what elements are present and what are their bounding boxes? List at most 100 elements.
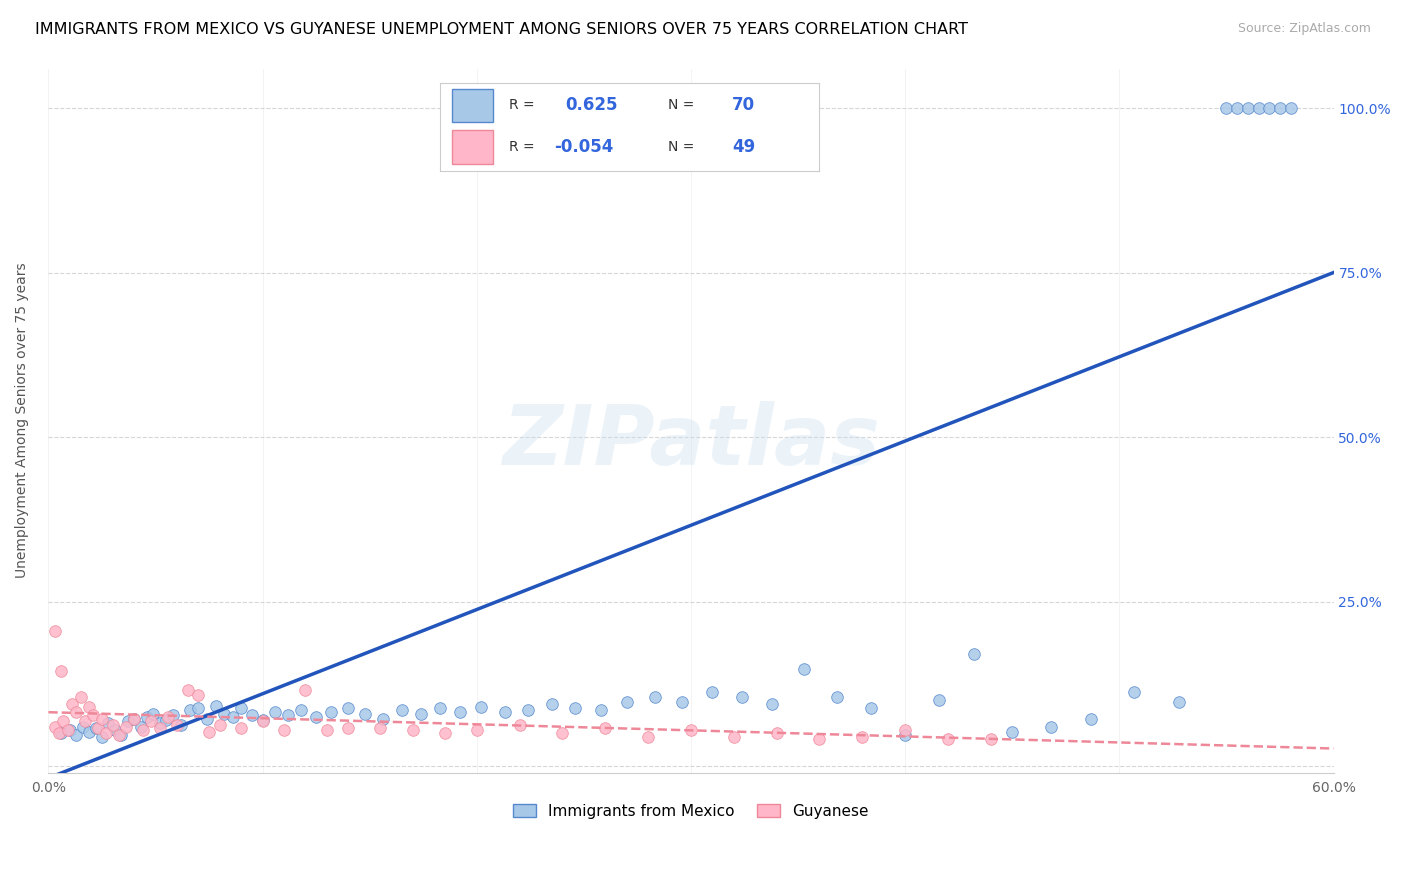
Point	[56, 723, 79, 737]
Y-axis label: Unemployment Among Seniors over 75 years: Unemployment Among Seniors over 75 years	[15, 263, 30, 578]
Point	[702, 685, 724, 699]
Point	[509, 718, 531, 732]
Point	[198, 725, 221, 739]
Point	[540, 697, 562, 711]
Point	[231, 701, 253, 715]
Point	[48, 726, 70, 740]
Point	[252, 713, 274, 727]
Point	[72, 720, 94, 734]
Point	[131, 723, 153, 737]
Point	[60, 697, 83, 711]
Point	[290, 703, 312, 717]
Point	[1226, 101, 1249, 115]
Point	[59, 723, 82, 737]
Point	[101, 718, 124, 732]
Point	[44, 624, 66, 639]
Point	[679, 723, 702, 737]
Point	[84, 721, 107, 735]
Point	[142, 706, 165, 721]
Point	[96, 726, 118, 740]
Point	[110, 728, 132, 742]
Point	[136, 710, 159, 724]
Point	[86, 721, 108, 735]
Point	[208, 718, 231, 732]
Point	[671, 695, 693, 709]
Point	[277, 707, 299, 722]
Point	[1001, 725, 1024, 739]
Point	[894, 728, 917, 742]
Point	[411, 706, 433, 721]
Point	[465, 723, 488, 737]
Point	[564, 701, 586, 715]
Point	[141, 714, 163, 729]
Point	[337, 701, 360, 715]
Point	[264, 705, 287, 719]
Point	[221, 710, 243, 724]
Point	[433, 726, 456, 740]
Legend: Immigrants from Mexico, Guyanese: Immigrants from Mexico, Guyanese	[506, 797, 875, 825]
Point	[149, 721, 172, 735]
Point	[149, 716, 172, 731]
Point	[51, 726, 73, 740]
Point	[82, 707, 104, 722]
Point	[252, 714, 274, 729]
Point	[212, 706, 235, 721]
Point	[761, 697, 783, 711]
Point	[179, 703, 201, 717]
Point	[117, 714, 139, 729]
Point	[894, 723, 917, 737]
Point	[963, 647, 986, 661]
Point	[808, 731, 831, 746]
Point	[1268, 101, 1291, 115]
Point	[354, 706, 377, 721]
Point	[371, 712, 394, 726]
Point	[231, 721, 253, 735]
Point	[370, 721, 392, 735]
Point	[793, 662, 815, 676]
Point	[644, 690, 666, 704]
Point	[1080, 712, 1102, 726]
Text: ZIPatlas: ZIPatlas	[502, 401, 880, 483]
Point	[294, 683, 316, 698]
Point	[195, 712, 218, 726]
Point	[65, 705, 87, 719]
Point	[170, 718, 193, 732]
Point	[77, 700, 100, 714]
Point	[315, 723, 337, 737]
Point	[122, 712, 145, 726]
Point	[44, 720, 66, 734]
Point	[936, 731, 959, 746]
Point	[980, 731, 1002, 746]
Point	[187, 688, 209, 702]
Point	[1279, 101, 1302, 115]
Point	[589, 703, 612, 717]
Text: Source: ZipAtlas.com: Source: ZipAtlas.com	[1237, 22, 1371, 36]
Point	[97, 716, 120, 731]
Point	[517, 703, 540, 717]
Point	[176, 683, 198, 698]
Point	[321, 705, 343, 719]
Point	[51, 664, 73, 678]
Point	[391, 703, 413, 717]
Point	[637, 730, 659, 744]
Point	[859, 701, 882, 715]
Point	[77, 725, 100, 739]
Point	[114, 720, 136, 734]
Point	[65, 728, 87, 742]
Point	[129, 720, 152, 734]
Text: IMMIGRANTS FROM MEXICO VS GUYANESE UNEMPLOYMENT AMONG SENIORS OVER 75 YEARS CORR: IMMIGRANTS FROM MEXICO VS GUYANESE UNEMP…	[35, 22, 969, 37]
Point	[52, 714, 75, 729]
Point	[494, 705, 516, 719]
Point	[273, 723, 295, 737]
Point	[69, 690, 91, 704]
Point	[1215, 101, 1237, 115]
Point	[765, 726, 787, 740]
Point	[337, 721, 360, 735]
Point	[155, 713, 177, 727]
Point	[551, 726, 574, 740]
Point	[616, 695, 638, 709]
Point	[1237, 101, 1260, 115]
Point	[204, 698, 226, 713]
Point	[73, 714, 96, 729]
Point	[851, 730, 873, 744]
